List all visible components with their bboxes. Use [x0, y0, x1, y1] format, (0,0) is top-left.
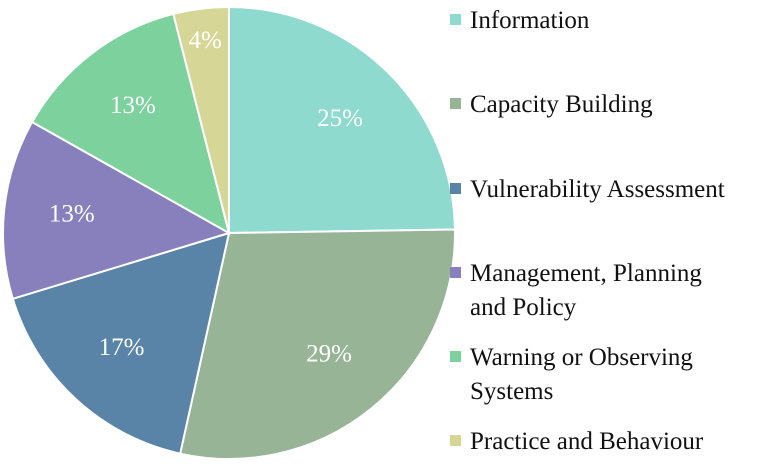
legend-swatch [450, 98, 461, 109]
legend-item-management-planning-policy: Management, Planning and Policy [450, 257, 702, 325]
legend-swatch [450, 435, 461, 446]
data-label: 13% [49, 201, 95, 228]
data-label: 17% [99, 334, 145, 361]
legend: Information Capacity Building Vulnerabil… [450, 0, 784, 464]
legend-label: Information [470, 7, 590, 34]
pie-slice-practice-and-behaviour [172, 5, 230, 234]
pie-slice-management-planning-and-policy [2, 120, 232, 301]
legend-item-warning-observing-systems: Warning or Observing Systems [450, 341, 693, 409]
legend-label: Vulnerability Assessment [470, 176, 725, 203]
data-label: 13% [110, 92, 156, 119]
legend-label: Practice and Behaviour [470, 428, 704, 455]
pie-slice-warning-or-observing-systems [30, 12, 231, 236]
legend-item-capacity-building: Capacity Building [450, 88, 653, 122]
legend-swatch [450, 351, 461, 362]
pie-slice-vulnerability-assessment [11, 231, 231, 455]
legend-swatch [450, 267, 461, 278]
legend-label: Management, Planning and Policy [470, 260, 702, 321]
data-label: 29% [306, 340, 352, 367]
data-label: 4% [188, 27, 221, 54]
legend-swatch [450, 183, 461, 194]
legend-item-practice-behaviour: Practice and Behaviour [450, 425, 703, 459]
legend-item-vulnerability-assessment: Vulnerability Assessment [450, 173, 725, 207]
pie-slice-capacity-building [178, 228, 456, 460]
pie-chart: 25% 29% 17% 13% 13% 4% [2, 5, 456, 460]
pie-slices [2, 5, 456, 460]
legend-swatch [450, 14, 461, 25]
legend-item-information: Information [450, 4, 589, 38]
legend-label: Warning or Observing Systems [470, 344, 693, 405]
legend-label: Capacity Building [470, 91, 653, 118]
data-label: 25% [317, 105, 363, 132]
pie-data-labels: 25% 29% 17% 13% 13% 4% [49, 27, 363, 367]
